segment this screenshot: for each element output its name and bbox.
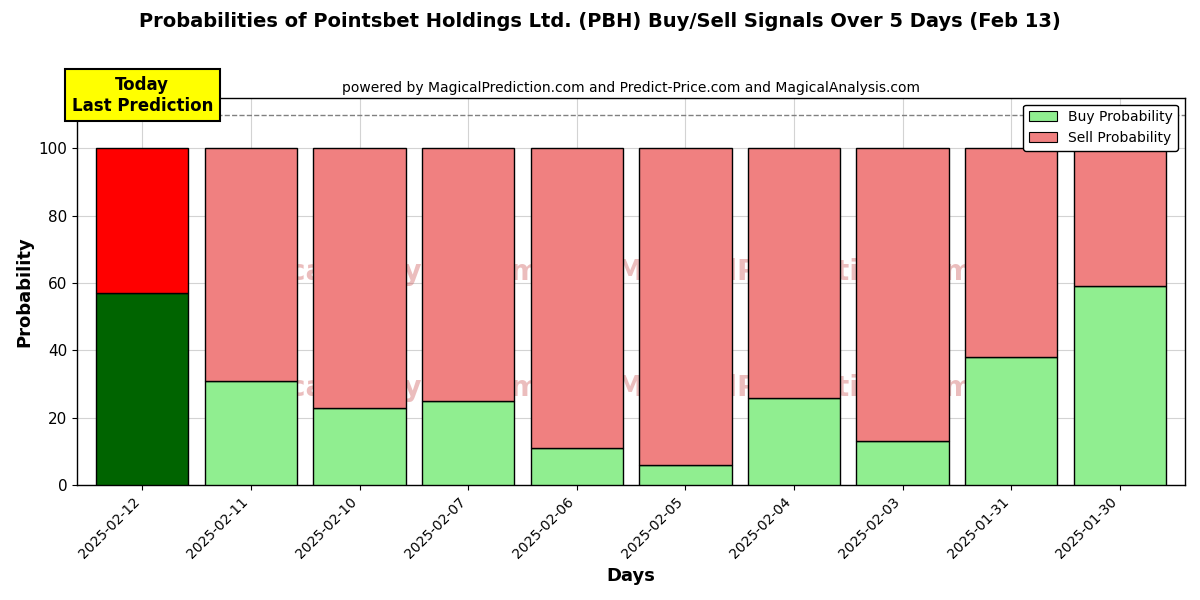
Bar [857, 442, 949, 485]
Text: calAnalysis.com        MagicalPrediction.com: calAnalysis.com MagicalPrediction.com [289, 258, 973, 286]
Bar [205, 381, 298, 485]
Bar [530, 448, 623, 485]
Bar [205, 148, 298, 381]
Bar [640, 148, 732, 465]
Bar [748, 148, 840, 398]
Bar [96, 148, 188, 293]
Text: calAnalysis.com        MagicalPrediction.com: calAnalysis.com MagicalPrediction.com [289, 374, 973, 403]
Bar [422, 148, 515, 401]
Bar [422, 401, 515, 485]
Bar [530, 148, 623, 448]
Bar [1074, 148, 1166, 286]
Bar [1074, 286, 1166, 485]
Bar [313, 408, 406, 485]
Text: Probabilities of Pointsbet Holdings Ltd. (PBH) Buy/Sell Signals Over 5 Days (Feb: Probabilities of Pointsbet Holdings Ltd.… [139, 12, 1061, 31]
Text: Today
Last Prediction: Today Last Prediction [72, 76, 214, 115]
Bar [965, 148, 1057, 357]
Y-axis label: Probability: Probability [14, 236, 32, 347]
Bar [640, 465, 732, 485]
Bar [313, 148, 406, 408]
Title: powered by MagicalPrediction.com and Predict-Price.com and MagicalAnalysis.com: powered by MagicalPrediction.com and Pre… [342, 81, 920, 95]
Bar [96, 293, 188, 485]
Bar [748, 398, 840, 485]
Bar [857, 148, 949, 442]
Bar [965, 357, 1057, 485]
Legend: Buy Probability, Sell Probability: Buy Probability, Sell Probability [1024, 104, 1178, 151]
X-axis label: Days: Days [607, 567, 655, 585]
